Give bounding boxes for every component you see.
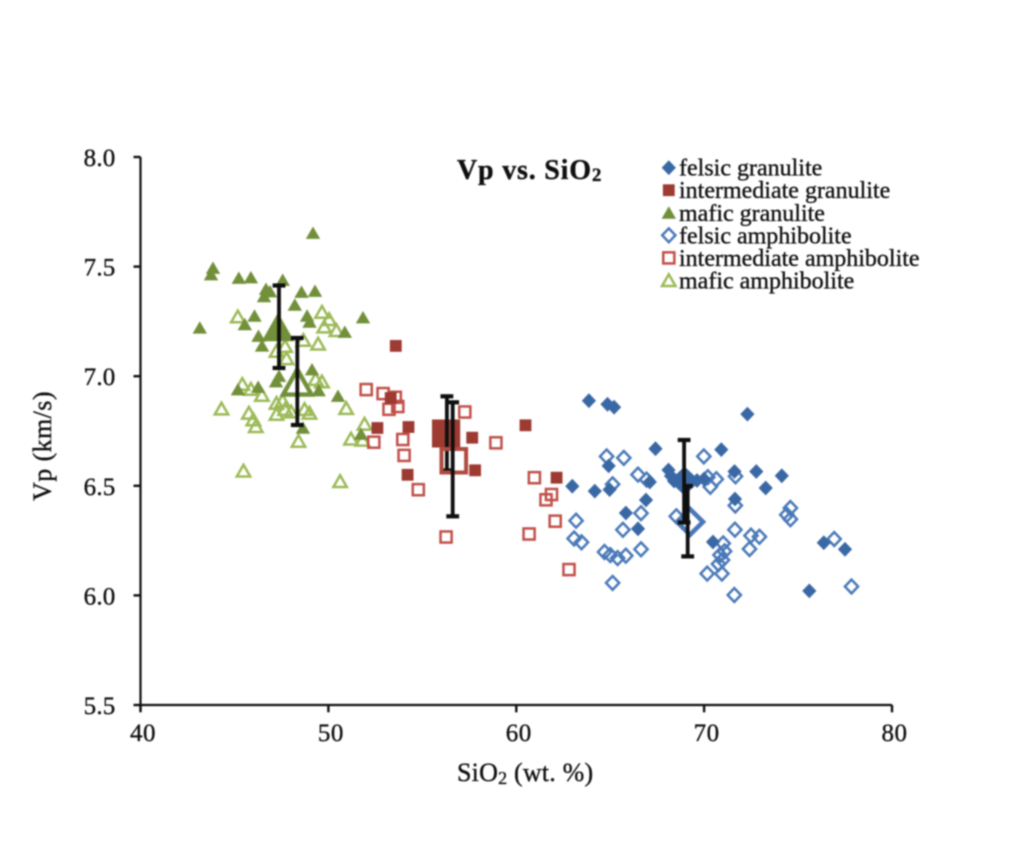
svg-text:40: 40 — [130, 720, 156, 747]
svg-text:mafic granulite: mafic granulite — [679, 201, 825, 227]
svg-text:7.0: 7.0 — [84, 364, 116, 391]
svg-text:6.0: 6.0 — [84, 583, 116, 610]
svg-text:8.0: 8.0 — [84, 145, 116, 172]
svg-text:intermediate amphibolite: intermediate amphibolite — [679, 246, 920, 272]
svg-text:felsic granulite: felsic granulite — [679, 156, 822, 182]
svg-text:intermediate granulite: intermediate granulite — [679, 178, 890, 204]
svg-text:Vp vs. SiO2: Vp vs. SiO2 — [457, 155, 602, 186]
svg-text:60: 60 — [506, 720, 532, 747]
svg-text:80: 80 — [882, 720, 908, 747]
svg-text:felsic amphibolite: felsic amphibolite — [679, 223, 852, 249]
svg-text:7.5: 7.5 — [84, 255, 116, 282]
svg-text:Vp (km/s): Vp (km/s) — [28, 391, 57, 501]
svg-text:70: 70 — [694, 720, 720, 747]
svg-text:mafic amphibolite: mafic amphibolite — [679, 268, 854, 294]
svg-text:50: 50 — [318, 720, 344, 747]
svg-text:6.5: 6.5 — [84, 474, 116, 501]
svg-text:5.5: 5.5 — [84, 693, 116, 720]
svg-text:SiO2 (wt. %): SiO2 (wt. %) — [457, 758, 593, 788]
